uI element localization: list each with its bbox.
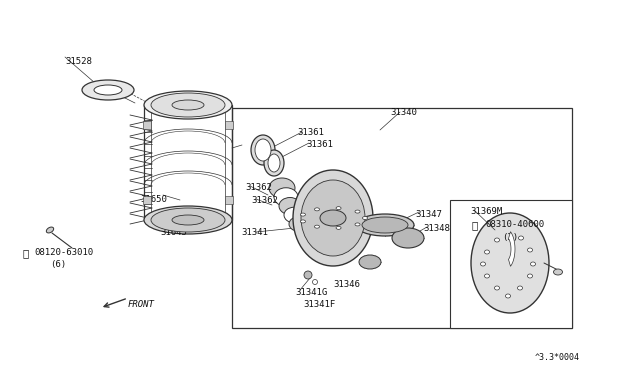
Ellipse shape <box>362 217 367 219</box>
Text: 31340: 31340 <box>390 108 417 117</box>
Text: 31346: 31346 <box>333 280 360 289</box>
Ellipse shape <box>300 213 305 216</box>
Text: 31362: 31362 <box>245 183 272 192</box>
Text: ^3.3*0004: ^3.3*0004 <box>535 353 580 362</box>
Ellipse shape <box>336 207 341 210</box>
Text: 31347: 31347 <box>415 210 442 219</box>
Ellipse shape <box>471 213 549 313</box>
Ellipse shape <box>481 262 486 266</box>
Text: 31528: 31528 <box>65 57 92 66</box>
Text: 31341G: 31341G <box>295 288 327 297</box>
Polygon shape <box>143 196 151 204</box>
Polygon shape <box>143 121 151 129</box>
Text: 31645: 31645 <box>160 228 187 237</box>
Text: (6): (6) <box>50 260 66 269</box>
Ellipse shape <box>251 135 275 165</box>
Polygon shape <box>232 108 572 328</box>
Ellipse shape <box>279 198 301 215</box>
Ellipse shape <box>144 91 232 119</box>
Ellipse shape <box>484 274 490 278</box>
Polygon shape <box>225 196 233 204</box>
Ellipse shape <box>518 286 522 290</box>
Ellipse shape <box>269 178 295 198</box>
Ellipse shape <box>495 286 499 290</box>
Ellipse shape <box>554 269 563 275</box>
Ellipse shape <box>506 294 511 298</box>
Ellipse shape <box>484 250 490 254</box>
Ellipse shape <box>293 170 373 266</box>
Text: 31650: 31650 <box>140 195 167 204</box>
Text: Ⓢ: Ⓢ <box>472 220 478 230</box>
Ellipse shape <box>527 274 532 278</box>
Ellipse shape <box>336 226 341 230</box>
Ellipse shape <box>314 225 319 228</box>
Ellipse shape <box>172 100 204 110</box>
Ellipse shape <box>268 154 280 172</box>
Text: 31362: 31362 <box>251 196 278 205</box>
Text: 31341: 31341 <box>241 228 268 237</box>
Text: 08310-40600: 08310-40600 <box>485 220 544 229</box>
Text: 31369M: 31369M <box>470 207 502 216</box>
Text: 31348: 31348 <box>423 224 450 233</box>
Ellipse shape <box>172 215 204 225</box>
Text: FRONT: FRONT <box>128 300 155 309</box>
Ellipse shape <box>320 210 346 226</box>
Ellipse shape <box>304 271 312 279</box>
Ellipse shape <box>312 279 317 285</box>
Ellipse shape <box>518 236 524 240</box>
Ellipse shape <box>301 180 365 256</box>
Ellipse shape <box>495 238 499 242</box>
Ellipse shape <box>314 208 319 211</box>
Ellipse shape <box>355 210 360 213</box>
Ellipse shape <box>82 80 134 100</box>
Text: 31361: 31361 <box>306 140 333 149</box>
Polygon shape <box>450 200 572 328</box>
Text: Ⓑ: Ⓑ <box>22 248 28 258</box>
Ellipse shape <box>531 262 536 266</box>
Ellipse shape <box>356 214 414 236</box>
Text: 31341F: 31341F <box>303 300 335 309</box>
Text: (3): (3) <box>502 233 518 242</box>
Text: 08120-63010: 08120-63010 <box>34 248 93 257</box>
Ellipse shape <box>151 208 225 232</box>
Ellipse shape <box>46 227 54 233</box>
Ellipse shape <box>359 255 381 269</box>
Ellipse shape <box>144 206 232 234</box>
Ellipse shape <box>274 188 298 206</box>
Ellipse shape <box>94 85 122 95</box>
Ellipse shape <box>289 217 307 231</box>
Ellipse shape <box>284 207 304 223</box>
Ellipse shape <box>255 139 271 161</box>
Ellipse shape <box>300 220 305 223</box>
Ellipse shape <box>151 93 225 117</box>
Ellipse shape <box>527 248 532 252</box>
Ellipse shape <box>355 223 360 226</box>
Ellipse shape <box>264 150 284 176</box>
Polygon shape <box>225 121 233 129</box>
Ellipse shape <box>392 228 424 248</box>
Polygon shape <box>509 232 515 266</box>
Text: 31361: 31361 <box>297 128 324 137</box>
Ellipse shape <box>362 217 408 233</box>
